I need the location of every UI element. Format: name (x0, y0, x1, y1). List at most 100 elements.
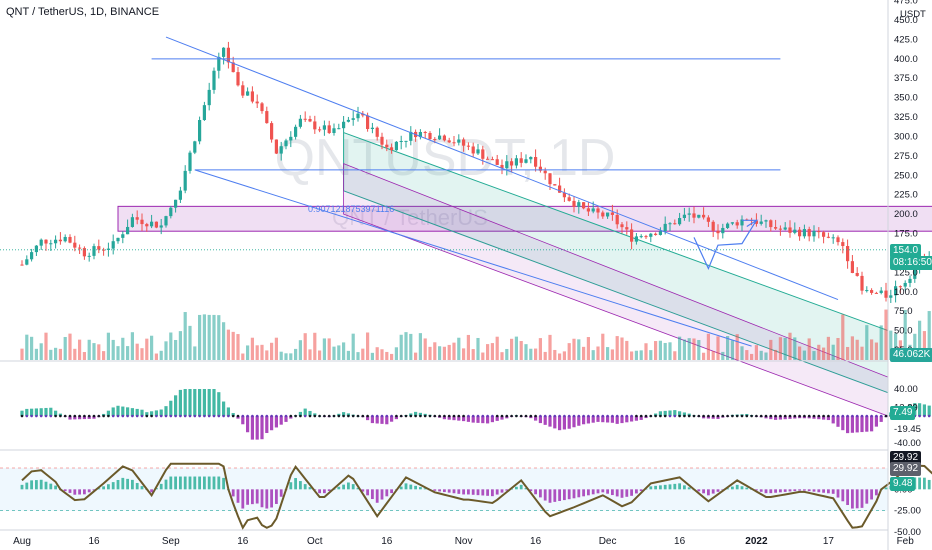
osc1-zero-dot (395, 414, 398, 418)
osc1-zero-dot (539, 414, 542, 418)
volume-bar (342, 342, 346, 360)
osc1-zero-dot (587, 414, 590, 418)
osc1-histogram-bar (140, 409, 144, 416)
volume-bar (529, 348, 533, 360)
candle-body (20, 264, 24, 266)
osc1-zero-dot (822, 414, 825, 418)
osc2-histogram-bar (409, 484, 413, 490)
osc1-zero-dot (635, 414, 638, 418)
candle-body (490, 159, 494, 161)
osc1-zero-dot (135, 414, 139, 418)
price-tick-label: 375.0 (894, 73, 918, 84)
osc1-zero-dot (639, 414, 643, 418)
countdown-badge: 08:16:50 (890, 256, 932, 270)
candle-body (241, 85, 245, 96)
osc1-zero-dot (875, 414, 878, 418)
volume-bar (759, 350, 763, 360)
osc2-histogram-bar (217, 476, 221, 490)
osc2-histogram-bar (697, 489, 701, 492)
osc1-zero-dot (731, 414, 734, 418)
osc2-histogram-bar (423, 488, 427, 490)
osc2-histogram-bar (635, 489, 638, 494)
candle-body (308, 119, 312, 122)
osc2-histogram-bar (582, 489, 585, 497)
volume-bar (894, 333, 898, 360)
volume-bar (54, 347, 58, 360)
volume-bar (548, 334, 552, 360)
osc1-histogram-bar (769, 416, 773, 420)
osc1-zero-dot (495, 414, 499, 418)
fib-level-label: 0.9071218753971116 (308, 204, 394, 214)
candle-body (476, 149, 480, 154)
osc1-zero-dot (207, 414, 211, 418)
volume-bar (519, 341, 523, 360)
osc2-histogram-bar (654, 485, 657, 490)
trendline-upper (165, 36, 839, 300)
osc2-histogram-bar (793, 489, 797, 492)
volume-bar (394, 347, 398, 360)
osc2-histogram-bar (390, 489, 393, 494)
candle-body (289, 136, 293, 141)
osc2-histogram-bar (462, 489, 465, 495)
osc1-zero-dot (606, 414, 609, 418)
osc1-zero-dot (337, 414, 341, 418)
osc1-histogram-bar (572, 416, 576, 428)
osc1-zero-dot (572, 414, 576, 418)
osc2-histogram-bar (452, 489, 456, 494)
volume-bar (596, 346, 600, 360)
candle-body (250, 91, 254, 102)
volume-bar (188, 325, 192, 360)
osc2-histogram-bar (467, 489, 470, 495)
osc1-zero-dot (275, 414, 278, 418)
price-tick-label: 125.0 (894, 267, 918, 278)
candle-body (850, 261, 854, 273)
osc1-zero-dot (212, 414, 216, 418)
osc1-histogram-bar (111, 407, 115, 416)
time-tick-label: 16 (381, 536, 393, 547)
osc1-zero-dot (179, 414, 182, 418)
osc1-histogram-bar (87, 416, 91, 419)
candle-body (577, 202, 581, 207)
osc1-zero-dot (87, 414, 91, 418)
osc1-zero-dot (255, 414, 259, 418)
volume-bar (351, 333, 355, 360)
osc1-zero-dot (323, 414, 326, 418)
osc1-zero-dot (601, 414, 605, 418)
osc1-histogram-bar (145, 412, 149, 416)
volume-bar (140, 348, 144, 360)
osc1-zero-dot (841, 414, 845, 418)
osc1-zero-dot (683, 414, 686, 418)
osc1-zero-dot (97, 414, 101, 418)
osc1-histogram-bar (78, 416, 82, 420)
osc2-histogram-bar (356, 487, 360, 490)
osc1-histogram-bar (783, 416, 787, 420)
osc1-zero-dot (582, 414, 585, 418)
osc1-histogram-bar (495, 416, 499, 421)
osc2-histogram-bar (433, 489, 437, 491)
osc1-zero-dot (126, 414, 129, 418)
osc2-histogram-bar (481, 489, 485, 496)
osc1-histogram-bar (217, 392, 221, 416)
osc1-zero-dot (740, 414, 744, 418)
candle-body (423, 132, 427, 134)
volume-bar (159, 350, 163, 360)
osc2-histogram-bar (659, 485, 662, 490)
osc2-histogram-bar (126, 478, 129, 490)
osc1-histogram-bar (543, 416, 547, 425)
volume-bar (697, 339, 701, 360)
osc1-histogram-bar (538, 416, 542, 424)
volume-bar (404, 332, 408, 360)
volume-bar (198, 314, 202, 360)
volume-bar (222, 322, 226, 360)
osc1-histogram-bar (82, 416, 86, 420)
osc2-histogram-bar (807, 489, 811, 492)
volume-bar (730, 340, 734, 360)
volume-bar (634, 350, 638, 360)
osc2-histogram-bar (131, 479, 134, 490)
volume-bar (418, 333, 422, 360)
osc1-histogram-bar (486, 416, 490, 424)
osc1-zero-dot (783, 414, 787, 418)
osc1-zero-dot (380, 414, 384, 418)
volume-bar (874, 342, 878, 360)
